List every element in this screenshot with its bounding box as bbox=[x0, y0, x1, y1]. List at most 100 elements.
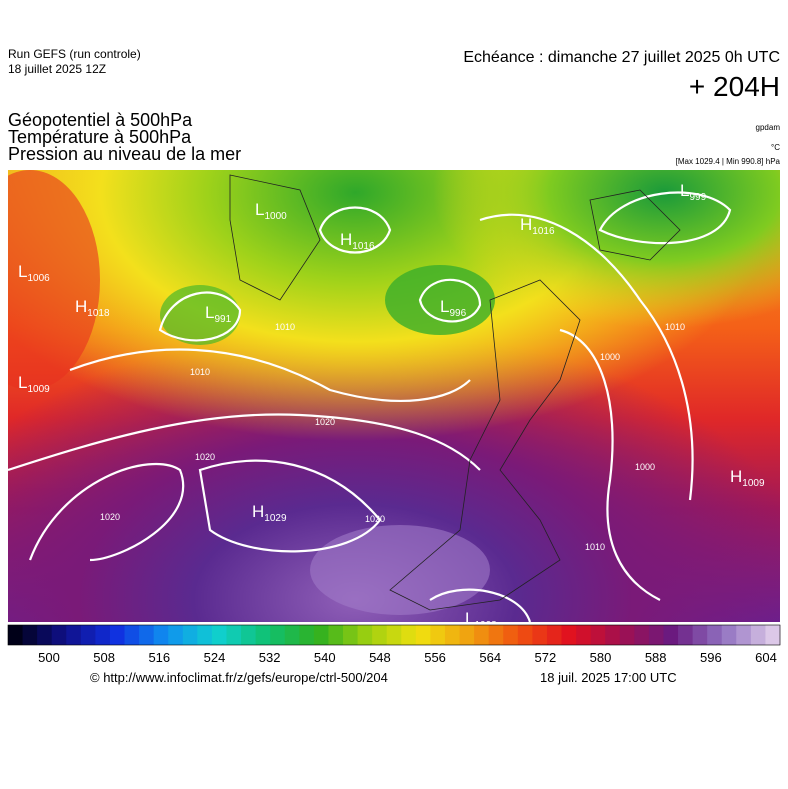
colorbar-tick-label: 500 bbox=[38, 650, 60, 665]
center-value: 996 bbox=[449, 308, 466, 319]
unit-label: gpdam bbox=[756, 123, 781, 132]
footer-time: 18 juil. 2025 17:00 UTC bbox=[540, 670, 677, 685]
center-type: H bbox=[340, 230, 352, 249]
colorbar-swatch bbox=[692, 625, 708, 645]
colorbar-swatch bbox=[430, 625, 446, 645]
pressure-center: L1009 bbox=[18, 373, 50, 395]
colorbar-tick-label: 556 bbox=[424, 650, 446, 665]
colorbar-swatch bbox=[707, 625, 723, 645]
colorbar-swatch bbox=[386, 625, 402, 645]
pressure-center: L999 bbox=[680, 181, 707, 203]
pressure-center: L991 bbox=[205, 303, 232, 325]
colorbar-swatch bbox=[109, 625, 126, 645]
colorbar-swatch bbox=[124, 625, 140, 645]
center-type: L bbox=[18, 262, 27, 281]
center-value: 1029 bbox=[264, 513, 287, 524]
colorbar-swatch bbox=[546, 625, 563, 645]
colorbar-swatch bbox=[750, 625, 766, 645]
colorbar-swatch bbox=[80, 625, 96, 645]
forecast-label: Echéance : dimanche 27 juillet 2025 0h U… bbox=[463, 49, 780, 66]
colorbar-swatch bbox=[241, 625, 257, 645]
colorbar-swatch bbox=[357, 625, 373, 645]
colorbar-swatch bbox=[226, 625, 242, 645]
colorbar-swatch bbox=[678, 625, 694, 645]
colorbar-tick-label: 580 bbox=[590, 650, 612, 665]
colorbar-swatch bbox=[561, 625, 577, 645]
map-title: Géopotentiel à 500hPa bbox=[8, 110, 193, 130]
center-type: H bbox=[75, 297, 87, 316]
isobar-label: 1020 bbox=[100, 512, 120, 522]
center-value: 1006 bbox=[27, 273, 50, 284]
center-type: H bbox=[520, 215, 532, 234]
colorbar-tick-label: 572 bbox=[535, 650, 557, 665]
map-field bbox=[8, 170, 780, 622]
center-type: L bbox=[680, 181, 689, 200]
colorbar-swatch bbox=[197, 625, 213, 645]
center-type: L bbox=[465, 609, 474, 628]
colorbar-swatch bbox=[648, 625, 664, 645]
colorbar-swatch bbox=[488, 625, 504, 645]
pressure-center: H1018 bbox=[75, 297, 110, 319]
isobar-label: 1000 bbox=[635, 462, 655, 472]
colorbar-swatch bbox=[590, 625, 606, 645]
isobar-label: 1010 bbox=[190, 367, 210, 377]
center-type: H bbox=[730, 467, 742, 486]
colorbar-swatch bbox=[139, 625, 155, 645]
isobar-label: 1010 bbox=[275, 322, 295, 332]
colorbar-swatch bbox=[22, 625, 38, 645]
pressure-center: L1006 bbox=[18, 262, 50, 284]
center-type: L bbox=[18, 373, 27, 392]
isobar-label: 1020 bbox=[195, 452, 215, 462]
colorbar-swatch bbox=[51, 625, 67, 645]
colorbar-swatch bbox=[765, 625, 781, 645]
colorbar-tick-label: 524 bbox=[204, 650, 226, 665]
colorbar-swatch bbox=[503, 625, 519, 645]
colorbar-swatch bbox=[576, 625, 592, 645]
colorbar-tick-label: 516 bbox=[148, 650, 170, 665]
colorbar-swatch bbox=[37, 625, 53, 645]
center-type: H bbox=[252, 502, 264, 521]
colorbar-tick-label: 532 bbox=[259, 650, 281, 665]
colorbar-swatch bbox=[270, 625, 286, 645]
isobar-label: 1020 bbox=[365, 514, 385, 524]
colorbar-swatch bbox=[299, 625, 315, 645]
colorbar-swatch bbox=[255, 625, 271, 645]
center-value: 1009 bbox=[742, 478, 765, 489]
colorbar-tick-label: 540 bbox=[314, 650, 336, 665]
colorbar-tick-label: 588 bbox=[645, 650, 667, 665]
center-value: 991 bbox=[214, 314, 231, 325]
isobar-label: 1000 bbox=[600, 352, 620, 362]
colorbar-swatch bbox=[517, 625, 533, 645]
pressure-center: L1000 bbox=[255, 200, 287, 222]
colorbar-swatch bbox=[415, 625, 431, 645]
map-title: Pression au niveau de la mer bbox=[8, 144, 241, 164]
isobar-label: 1010 bbox=[665, 322, 685, 332]
colorbar-swatch bbox=[284, 625, 300, 645]
colorbar-swatch bbox=[736, 625, 752, 645]
colorbar-swatch bbox=[182, 625, 198, 645]
center-value: 1000 bbox=[264, 211, 287, 222]
colorbar-swatch bbox=[619, 625, 635, 645]
pressure-center: H1009 bbox=[730, 467, 765, 489]
colorbar-swatch bbox=[372, 625, 388, 645]
colorbar-tick-label: 604 bbox=[755, 650, 777, 665]
lead-time: + 204H bbox=[689, 71, 780, 102]
pressure-center: H1029 bbox=[252, 502, 287, 524]
colorbar-swatch bbox=[444, 625, 461, 645]
pressure-center: H1016 bbox=[520, 215, 555, 237]
colorbar-swatch bbox=[95, 625, 111, 645]
footer-url: © http://www.infoclimat.fr/z/gefs/europe… bbox=[90, 670, 388, 685]
colorbar-swatch bbox=[532, 625, 548, 645]
unit-label: [Max 1029.4 | Min 990.8] hPa bbox=[676, 157, 781, 166]
colorbar-tick-label: 596 bbox=[700, 650, 722, 665]
isobar-label: 1020 bbox=[315, 417, 335, 427]
colorbar-swatch bbox=[211, 625, 227, 645]
unit-label: °C bbox=[771, 143, 780, 152]
colorbar-tick-label: 508 bbox=[93, 650, 115, 665]
map-title: Température à 500hPa bbox=[8, 127, 192, 147]
colorbar-swatch bbox=[634, 625, 650, 645]
center-type: L bbox=[440, 297, 449, 316]
colorbar-swatch bbox=[343, 625, 359, 645]
colorbar-swatch bbox=[605, 625, 621, 645]
